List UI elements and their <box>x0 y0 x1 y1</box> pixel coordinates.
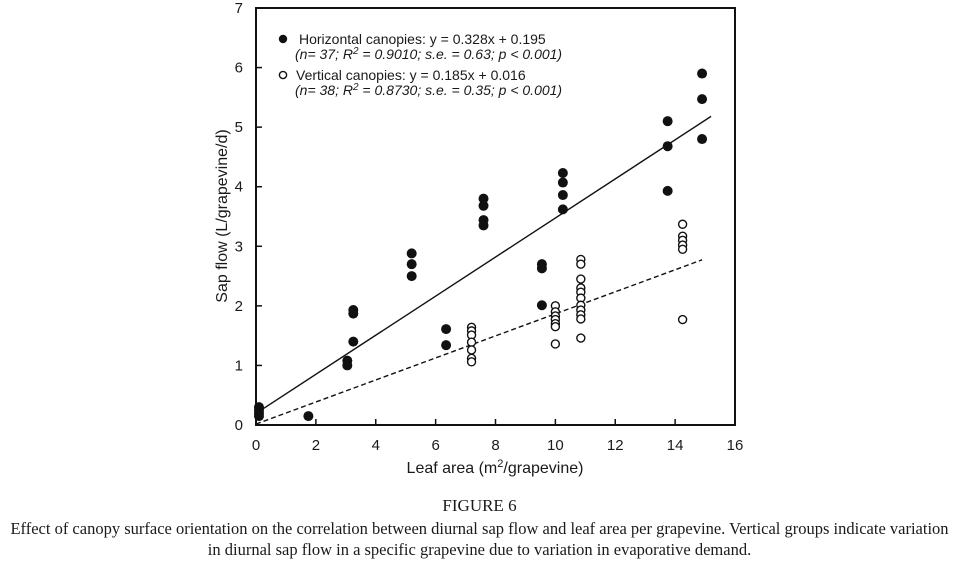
data-point-horizontal <box>557 168 568 179</box>
x-tick-label: 0 <box>252 437 260 454</box>
data-point-horizontal <box>662 116 673 127</box>
x-tick-label: 12 <box>607 437 624 454</box>
legend-equation-horizontal: Horizontal canopies: y = 0.328x + 0.195 <box>299 31 546 47</box>
legend-marker-vertical <box>278 70 288 80</box>
data-point-horizontal <box>536 300 547 311</box>
data-point-vertical <box>576 333 586 343</box>
x-axis-title: Leaf area (m2/grapevine) <box>407 458 584 477</box>
x-tick-label: 8 <box>491 437 499 454</box>
data-point-vertical <box>677 219 688 229</box>
x-tick-label: 2 <box>312 437 320 454</box>
y-tick-label: 7 <box>235 0 243 17</box>
data-point-horizontal <box>662 185 673 196</box>
legend-stats-horizontal: (n= 37; R2 = 0.9010; s.e. = 0.63; p < 0.… <box>295 46 562 62</box>
data-point-horizontal <box>697 94 708 105</box>
data-point-horizontal <box>348 308 359 319</box>
data-point-vertical <box>466 345 477 355</box>
x-tick-label: 16 <box>727 437 744 454</box>
data-point-horizontal <box>557 177 568 188</box>
data-point-vertical <box>677 314 688 325</box>
data-point-horizontal <box>478 193 489 204</box>
data-point-horizontal <box>662 141 673 152</box>
regression-lines <box>255 115 712 425</box>
data-point-horizontal <box>406 271 417 282</box>
data-point-horizontal <box>406 248 417 259</box>
y-axis-title: Sap flow (L/grapevine/d) <box>214 129 231 302</box>
fit-line-vertical <box>255 259 703 425</box>
data-point-horizontal <box>557 190 568 201</box>
y-tick-label: 1 <box>235 357 243 374</box>
y-tick-label: 3 <box>235 238 243 255</box>
data-point-horizontal <box>253 411 264 422</box>
data-point-horizontal <box>536 263 547 274</box>
figure-caption: Effect of canopy surface orientation on … <box>10 519 949 559</box>
figure-label: FIGURE 6 <box>442 496 517 515</box>
y-tick-label: 6 <box>235 60 243 77</box>
y-tick-label: 2 <box>235 298 243 315</box>
data-point-horizontal <box>348 336 359 347</box>
data-point-horizontal <box>441 340 452 351</box>
legend-equation-vertical: Vertical canopies: y = 0.185x + 0.016 <box>296 67 526 83</box>
data-point-horizontal <box>303 411 314 422</box>
data-point-horizontal <box>478 220 489 231</box>
x-tick-label: 14 <box>667 437 684 454</box>
data-point-horizontal <box>478 200 489 211</box>
data-point-vertical <box>550 322 561 332</box>
fit-line-horizontal <box>258 115 712 413</box>
data-point-vertical <box>550 339 561 349</box>
data-point-horizontal <box>441 324 452 335</box>
x-tick-label: 6 <box>431 437 439 454</box>
data-point-horizontal <box>406 259 417 270</box>
data-points <box>253 68 708 422</box>
data-point-horizontal <box>342 360 353 371</box>
legend-marker-horizontal <box>278 34 288 44</box>
data-point-vertical <box>576 259 586 269</box>
y-tick-label: 0 <box>235 417 243 434</box>
data-point-vertical <box>576 314 586 324</box>
legend: Horizontal canopies: y = 0.328x + 0.195 … <box>278 31 562 98</box>
data-point-vertical <box>466 337 477 347</box>
y-tick-label: 4 <box>235 179 243 196</box>
data-point-horizontal <box>697 68 708 79</box>
data-point-horizontal <box>697 134 708 145</box>
y-tick-label: 5 <box>235 119 243 136</box>
x-tick-label: 4 <box>372 437 380 454</box>
legend-stats-vertical: (n= 38; R2 = 0.8730; s.e. = 0.35; p < 0.… <box>295 82 562 98</box>
data-point-vertical <box>466 357 477 367</box>
x-tick-label: 10 <box>547 437 564 454</box>
data-point-vertical <box>576 274 586 284</box>
data-point-horizontal <box>557 204 568 215</box>
data-point-vertical <box>677 244 688 254</box>
